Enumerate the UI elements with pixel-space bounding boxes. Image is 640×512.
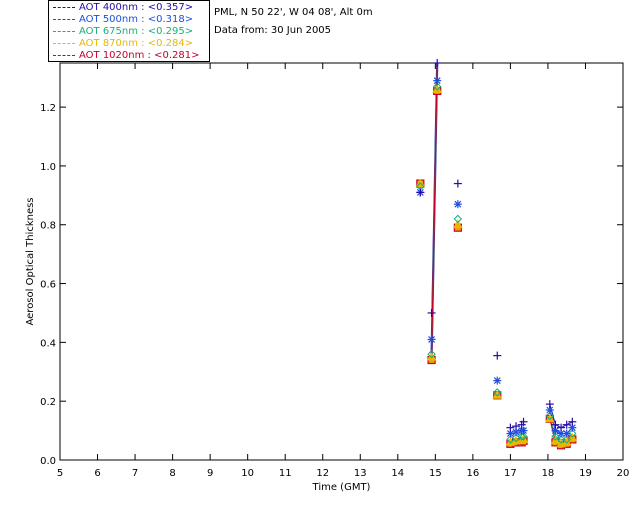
x-tick-label: 5 bbox=[57, 468, 63, 479]
x-tick-label: 19 bbox=[579, 468, 592, 479]
data-point-triangle bbox=[518, 434, 529, 443]
data-point-triangle bbox=[452, 219, 463, 229]
x-tick-label: 10 bbox=[241, 468, 254, 479]
data-point-diamond bbox=[545, 411, 555, 421]
data-point-triangle bbox=[492, 390, 503, 399]
legend-swatch-1020 bbox=[53, 54, 75, 56]
site-info: PML, N 50 22', W 04 08', Alt 0m bbox=[214, 7, 373, 18]
data-point-plus bbox=[557, 423, 566, 432]
x-tick-label: 7 bbox=[132, 468, 138, 479]
legend-item-1020: AOT 1020nm : <0.281> bbox=[53, 50, 199, 62]
data-point-diamond bbox=[493, 388, 502, 397]
data-point-diamond bbox=[562, 435, 571, 444]
data-point-asterisk bbox=[427, 335, 436, 344]
y-tick-label: 0.2 bbox=[40, 397, 56, 408]
legend-swatch-400 bbox=[53, 6, 75, 8]
y-tick-label: 0.0 bbox=[40, 456, 56, 467]
legend-item-400: AOT 400nm : <0.357> bbox=[53, 2, 193, 14]
x-tick-label: 15 bbox=[429, 468, 442, 479]
data-point-plus bbox=[427, 308, 436, 317]
legend-swatch-500 bbox=[53, 18, 75, 20]
data-point-diamond bbox=[433, 82, 442, 91]
data-point-diamond bbox=[517, 432, 526, 441]
data-point-plus bbox=[551, 420, 560, 429]
x-tick-label: 12 bbox=[316, 468, 329, 479]
data-point-diamond bbox=[568, 429, 577, 438]
data-point-triangle bbox=[511, 435, 521, 445]
x-tick-label: 18 bbox=[542, 468, 555, 479]
data-point-plus bbox=[512, 422, 521, 431]
data-point-plus bbox=[519, 417, 528, 426]
y-tick-label: 1.0 bbox=[40, 162, 56, 173]
data-point-plus bbox=[433, 59, 442, 67]
data-point-triangle bbox=[432, 84, 443, 93]
data-point-asterisk bbox=[433, 76, 442, 85]
legend-swatch-675 bbox=[53, 30, 75, 32]
data-point-diamond bbox=[427, 349, 436, 359]
legend-item-675: AOT 675nm : <0.295> bbox=[53, 26, 193, 38]
y-axis-label: Aerosol Optical Thickness bbox=[25, 197, 36, 325]
legend-label-1020: AOT 1020nm : <0.281> bbox=[79, 50, 200, 61]
data-point-plus bbox=[545, 400, 554, 409]
data-point-triangle bbox=[426, 352, 437, 361]
x-tick-label: 8 bbox=[169, 468, 175, 479]
legend-label-500: AOT 500nm : <0.318> bbox=[79, 14, 194, 25]
data-point-triangle bbox=[561, 437, 572, 446]
x-tick-label: 16 bbox=[466, 468, 479, 479]
legend-label-675: AOT 675nm : <0.295> bbox=[79, 26, 194, 37]
data-point-diamond bbox=[453, 214, 463, 224]
legend-label-870: AOT 870nm : <0.284> bbox=[79, 38, 194, 49]
legend-swatch-870 bbox=[53, 42, 75, 44]
series-line-segment bbox=[430, 62, 438, 358]
data-point-plus bbox=[568, 417, 577, 426]
data-point-plus bbox=[506, 423, 515, 432]
data-point-plus bbox=[453, 179, 462, 188]
data-point-diamond bbox=[519, 432, 528, 441]
y-tick-label: 0.6 bbox=[40, 280, 56, 291]
y-tick-label: 0.8 bbox=[40, 221, 56, 232]
x-tick-label: 9 bbox=[207, 468, 213, 479]
y-tick-label: 1.2 bbox=[40, 103, 56, 114]
data-point-plus bbox=[493, 351, 502, 360]
date-info: Data from: 30 Jun 2005 bbox=[214, 25, 332, 36]
x-tick-label: 13 bbox=[354, 468, 367, 479]
legend-item-870: AOT 870nm : <0.284> bbox=[53, 38, 193, 50]
y-tick-label: 0.4 bbox=[40, 338, 56, 349]
data-point-asterisk bbox=[519, 426, 528, 435]
data-point-plus bbox=[562, 420, 571, 429]
legend: AOT 400nm : <0.357> AOT 500nm : <0.318> … bbox=[48, 0, 210, 62]
data-point-diamond bbox=[551, 432, 560, 441]
data-point-triangle bbox=[544, 413, 555, 423]
data-point-plus bbox=[416, 188, 425, 197]
x-tick-label: 14 bbox=[391, 468, 404, 479]
data-point-diamond bbox=[556, 435, 566, 444]
plot-frame bbox=[59, 62, 624, 461]
x-axis-label: Time (GMT) bbox=[312, 482, 371, 493]
legend-item-500: AOT 500nm : <0.318> bbox=[53, 14, 193, 26]
x-tick-label: 11 bbox=[279, 468, 292, 479]
legend-label-400: AOT 400nm : <0.357> bbox=[79, 2, 194, 13]
data-point-asterisk bbox=[493, 376, 502, 385]
x-tick-label: 17 bbox=[504, 468, 517, 479]
x-tick-label: 6 bbox=[94, 468, 100, 479]
data-point-asterisk bbox=[562, 429, 571, 438]
data-point-asterisk bbox=[453, 200, 462, 209]
x-tick-label: 20 bbox=[617, 468, 630, 479]
